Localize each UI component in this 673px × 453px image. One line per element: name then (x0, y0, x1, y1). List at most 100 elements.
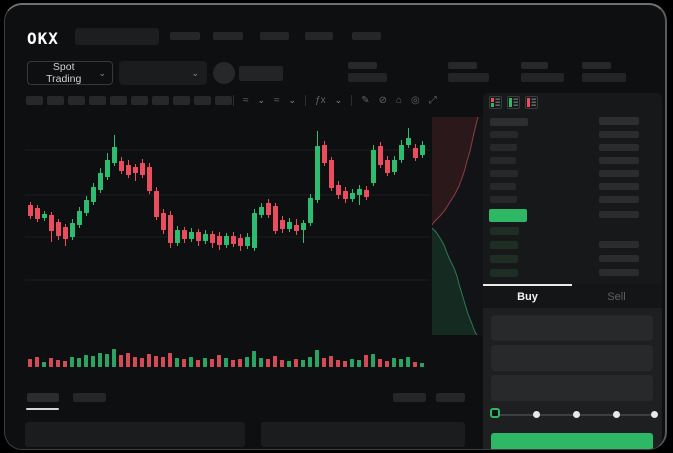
history-tab-placeholder[interactable] (73, 393, 106, 402)
market-type-dropdown[interactable]: Spot Trading ⌄ (27, 61, 113, 85)
tab-buy[interactable]: Buy (483, 286, 572, 308)
volume-chart (28, 349, 424, 367)
trades-column-header-placeholder (599, 117, 639, 125)
chevron-down-icon: ⌄ (98, 67, 106, 78)
draw-pencil-icon[interactable]: ✎ (361, 94, 370, 106)
active-tab-indicator (483, 284, 572, 286)
trade-history-placeholder (599, 211, 639, 218)
trade-history-placeholder (599, 241, 639, 248)
ticker-stat-label (582, 62, 611, 69)
ask-row-placeholder[interactable] (490, 196, 517, 203)
bid-row-placeholder[interactable] (490, 241, 518, 249)
nav-item-placeholder[interactable] (352, 32, 381, 40)
ticker-stat-label (348, 62, 377, 69)
pair-name-placeholder (239, 66, 283, 81)
timeframe-placeholder[interactable] (194, 96, 211, 105)
timeframe-placeholder[interactable] (47, 96, 64, 105)
divider (305, 94, 307, 106)
timeframe-placeholder[interactable] (215, 96, 232, 105)
slider-stop-75[interactable] (613, 411, 620, 418)
amount-input[interactable] (491, 345, 653, 371)
buy-submit-button[interactable] (491, 433, 653, 449)
chart-tool-icons: ≈ ⌄ ≈ ⌄ ƒx ⌄ ✎ ⊘ ⌂ ◎ ⤢ (233, 93, 437, 107)
bid-row-placeholder[interactable] (490, 269, 518, 277)
book-asks-only-icon[interactable] (525, 96, 538, 109)
ask-row-placeholder[interactable] (490, 170, 518, 177)
price-column-header-placeholder (490, 118, 528, 126)
nav-item-placeholder[interactable] (305, 32, 333, 40)
ask-row-placeholder[interactable] (490, 183, 516, 190)
chevron-down-icon[interactable]: ⌄ (288, 94, 297, 105)
eraser-icon[interactable]: ⊘ (378, 94, 387, 106)
trade-tab-bar (483, 284, 662, 308)
timeframe-placeholder[interactable] (131, 96, 148, 105)
slider-stop-25[interactable] (533, 411, 540, 418)
tab-sell-label: Sell (607, 291, 626, 303)
chart-style-icon[interactable]: ≈ (243, 94, 249, 106)
indicators-icon[interactable]: ƒx (315, 94, 326, 106)
trade-history-placeholder (599, 170, 639, 177)
nav-item-placeholder[interactable] (213, 32, 243, 40)
trade-history-placeholder (599, 131, 639, 138)
last-price-highlight[interactable] (489, 209, 527, 222)
ticker-stat-value (348, 73, 387, 82)
panel-action-placeholder[interactable] (393, 393, 426, 402)
timeframe-placeholder[interactable] (26, 96, 43, 105)
trade-history-placeholder (599, 196, 639, 203)
candlestick-chart (25, 128, 430, 281)
chevron-down-icon[interactable]: ⌄ (257, 94, 266, 105)
nav-item-placeholder[interactable] (170, 32, 200, 40)
slider-stop-100[interactable] (651, 411, 658, 418)
tab-sell[interactable]: Sell (572, 286, 661, 308)
chevron-down-icon[interactable]: ⌄ (334, 94, 343, 105)
tab-buy-label: Buy (517, 291, 538, 303)
trade-history-placeholder (599, 144, 639, 151)
timeframe-placeholder[interactable] (152, 96, 169, 105)
ask-row-placeholder[interactable] (490, 131, 518, 138)
trade-history-placeholder (599, 269, 639, 276)
price-input[interactable] (491, 315, 653, 341)
divider (351, 94, 353, 106)
bid-row-placeholder[interactable] (490, 227, 519, 235)
trade-history-placeholder (599, 157, 639, 164)
search-bar[interactable] (75, 28, 159, 45)
amount-slider-handle[interactable] (490, 408, 500, 418)
divider (233, 94, 234, 106)
pair-avatar (213, 62, 235, 84)
home-icon[interactable]: ⌂ (395, 94, 403, 106)
order-book-panel: Buy Sell (483, 93, 662, 449)
depth-chart-panel (431, 116, 484, 336)
ticker-stat-value (448, 73, 489, 82)
ticker-stat-value (582, 73, 626, 82)
depth-chart (431, 116, 479, 336)
ask-row-placeholder[interactable] (490, 157, 516, 164)
ask-row-placeholder[interactable] (490, 144, 517, 151)
nav-item-placeholder[interactable] (260, 32, 289, 40)
book-combined-icon[interactable] (489, 96, 502, 109)
timeframe-placeholder[interactable] (68, 96, 85, 105)
timeframe-placeholder[interactable] (173, 96, 190, 105)
timeframe-placeholder[interactable] (110, 96, 127, 105)
market-type-label: Spot Trading (46, 61, 82, 85)
book-bids-only-icon[interactable] (507, 96, 520, 109)
pair-dropdown[interactable]: ⌄ (119, 61, 207, 85)
slider-stop-50[interactable] (573, 411, 580, 418)
chevron-down-icon: ⌄ (191, 67, 199, 78)
timeframe-placeholder[interactable] (89, 96, 106, 105)
bid-row-placeholder[interactable] (490, 255, 518, 263)
target-icon[interactable]: ◎ (411, 94, 420, 106)
trade-history-placeholder (599, 183, 639, 190)
open-orders-panel-placeholder (25, 422, 245, 447)
fullscreen-icon[interactable]: ⤢ (428, 94, 437, 106)
orders-tab-placeholder[interactable] (27, 393, 59, 402)
ticker-stat-label (521, 62, 548, 69)
total-input[interactable] (491, 375, 653, 401)
panel-action-placeholder[interactable] (436, 393, 465, 402)
ticker-stat-label (448, 62, 477, 69)
trade-history-placeholder (599, 255, 639, 262)
okx-logo: OKX (27, 29, 59, 48)
ticker-stat-value (521, 73, 564, 82)
order-details-panel-placeholder (261, 422, 465, 447)
active-tab-underline (26, 408, 59, 410)
overlay-style-icon[interactable]: ≈ (274, 94, 280, 106)
